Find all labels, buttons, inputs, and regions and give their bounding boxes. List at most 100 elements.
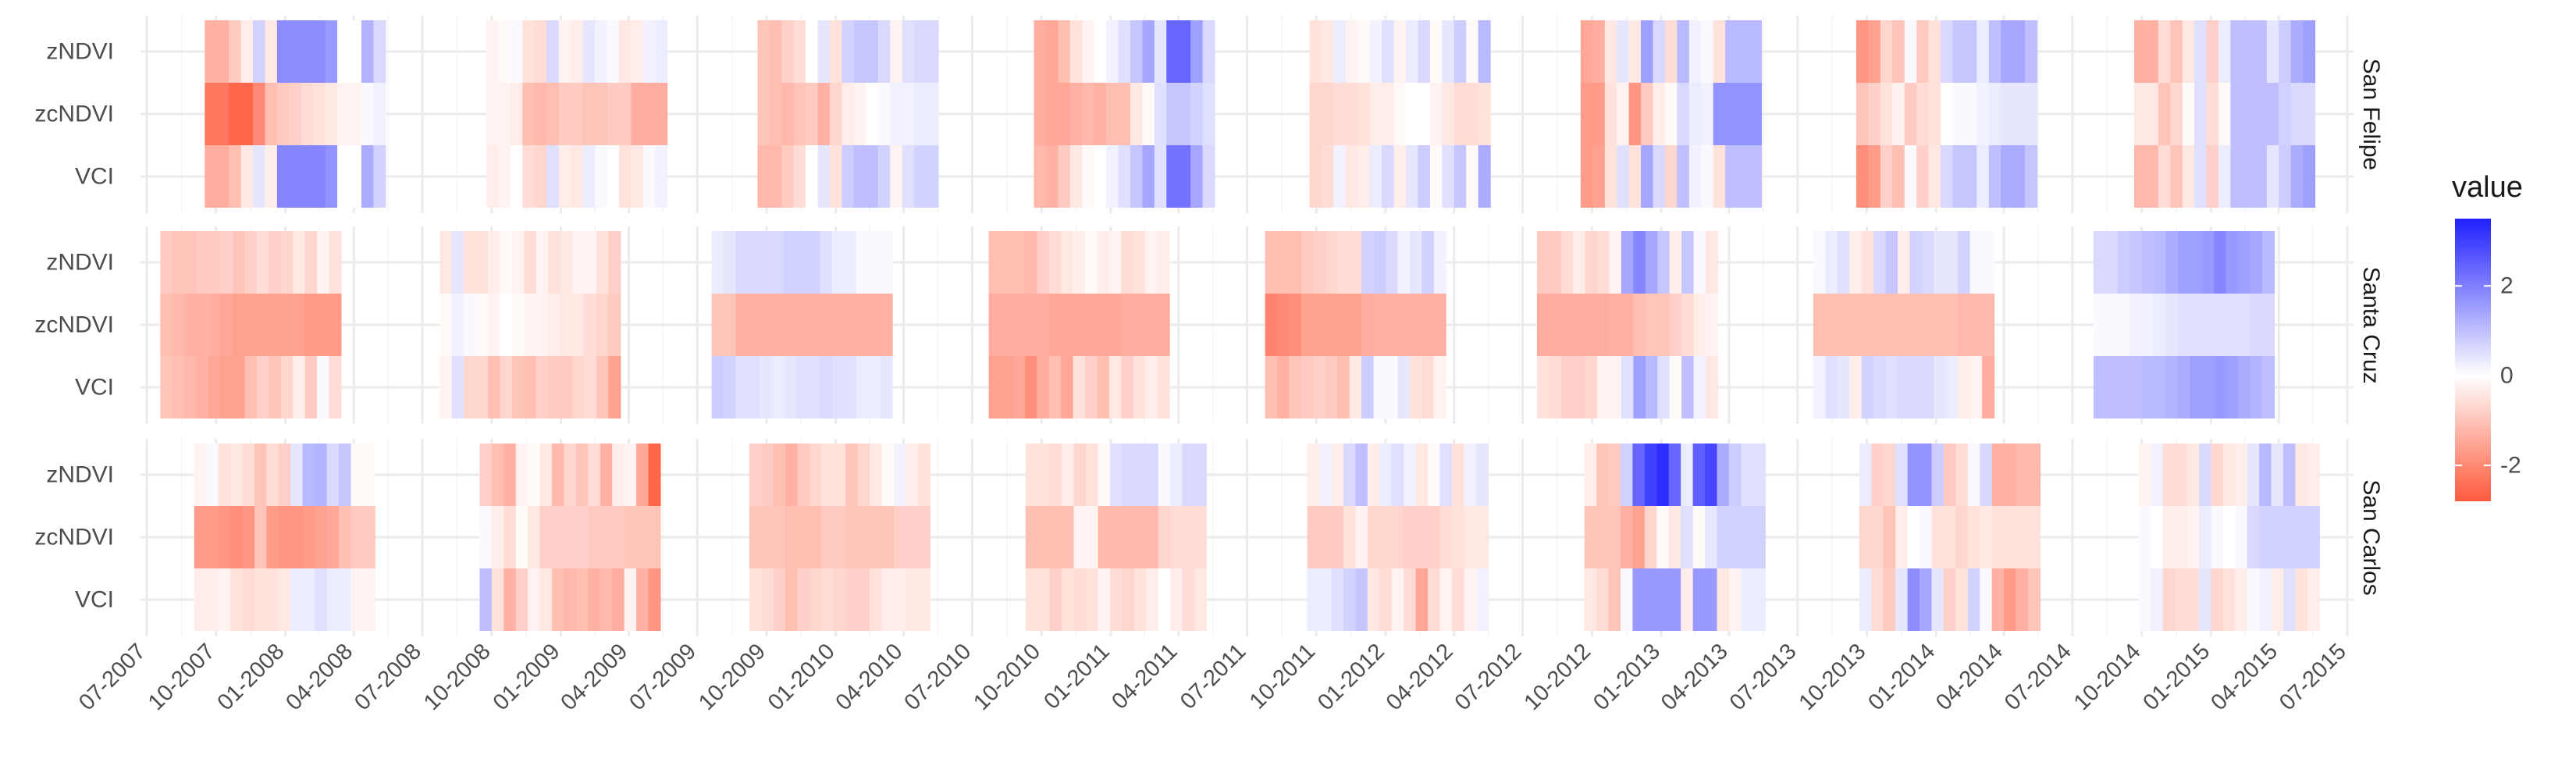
heat-cell: [326, 568, 340, 631]
heat-cell: [558, 83, 571, 145]
heat-cell: [749, 443, 762, 506]
heat-cell: [1142, 20, 1155, 83]
heat-cell: [2250, 294, 2263, 356]
heat-cell: [612, 568, 625, 631]
heat-cell: [582, 145, 596, 208]
heat-cell: [1451, 443, 1464, 506]
heat-cell: [1880, 20, 1893, 83]
heat-cell: [486, 83, 500, 145]
heat-cell: [1322, 145, 1335, 208]
heat-cell: [711, 231, 724, 294]
heat-cell: [1706, 231, 1719, 294]
heat-cell: [290, 443, 304, 506]
heat-cell: [1668, 443, 1681, 506]
heat-cell: [2151, 568, 2164, 631]
heat-cell: [1871, 506, 1884, 568]
heat-cell: [1596, 506, 1610, 568]
heat-cell: [1037, 443, 1051, 506]
heat-cell: [1596, 568, 1610, 631]
heat-cell: [1133, 294, 1146, 356]
heat-cell: [2247, 443, 2260, 506]
heat-cell: [362, 568, 375, 631]
heat-cell: [253, 20, 266, 83]
heat-cell: [1325, 231, 1338, 294]
heat-cell: [2211, 443, 2224, 506]
heat-cell: [1991, 506, 2005, 568]
heat-cell: [571, 145, 584, 208]
heat-cell: [1349, 294, 1362, 356]
heat-cell: [781, 83, 795, 145]
heat-cell: [1752, 568, 1766, 631]
heat-cell: [1382, 83, 1395, 145]
heat-cell: [1082, 83, 1095, 145]
heat-cell: [1094, 145, 1107, 208]
heat-cell: [276, 20, 290, 83]
heat-cell: [1158, 568, 1171, 631]
heat-cell: [1916, 83, 1930, 145]
heat-cell: [612, 443, 625, 506]
heat-cell: [301, 20, 314, 83]
heat-cell: [535, 356, 549, 419]
heat-cell: [2226, 356, 2239, 419]
heat-cell: [2133, 83, 2147, 145]
heat-cell: [1928, 20, 1941, 83]
heat-cell: [1952, 83, 1966, 145]
heat-cell: [2138, 443, 2151, 506]
heat-cell: [584, 294, 597, 356]
heat-cell: [1681, 568, 1694, 631]
heat-cell: [1333, 145, 1347, 208]
heat-cell: [1049, 443, 1062, 506]
heat-cell: [304, 231, 318, 294]
heat-cell: [784, 231, 797, 294]
heat-cell: [2214, 231, 2227, 294]
heat-cell: [1837, 294, 1850, 356]
heat-cell: [1345, 145, 1358, 208]
heat-cell: [2295, 568, 2308, 631]
legend-title: value: [2452, 171, 2523, 204]
heat-cell: [208, 231, 222, 294]
heat-cell: [2242, 145, 2255, 208]
heat-cell: [1952, 20, 1966, 83]
heat-cell: [853, 20, 866, 83]
heat-cell: [160, 231, 173, 294]
heat-cell: [1934, 356, 1947, 419]
heat-cell: [724, 231, 737, 294]
heat-cell: [548, 294, 561, 356]
heat-cell: [1025, 506, 1038, 568]
heat-cell: [1916, 145, 1930, 208]
heat-cell: [1967, 568, 1980, 631]
heat-cell: [1130, 20, 1143, 83]
heat-cell: [833, 506, 846, 568]
heat-cell: [1931, 506, 1944, 568]
heat-cell: [362, 443, 375, 506]
heat-cell: [2117, 294, 2130, 356]
heat-cell: [575, 506, 589, 568]
heat-cell: [2307, 443, 2320, 506]
heat-cell: [479, 506, 493, 568]
heat-cell: [1322, 83, 1335, 145]
heat-cell: [914, 20, 927, 83]
heat-cell: [2154, 231, 2167, 294]
heat-cell: [1037, 568, 1051, 631]
heat-cell: [1391, 443, 1404, 506]
heat-cell: [1333, 83, 1347, 145]
heat-cell: [1883, 506, 1896, 568]
heat-cell: [1898, 294, 1911, 356]
heat-cell: [1466, 83, 1479, 145]
heat-cell: [1837, 231, 1850, 294]
heat-cell: [280, 356, 294, 419]
heat-cell: [2238, 231, 2251, 294]
heat-cell: [511, 294, 525, 356]
heat-cell: [1921, 294, 1934, 356]
heat-cell: [1931, 568, 1944, 631]
heat-cell: [1307, 443, 1320, 506]
heat-cell: [1154, 20, 1167, 83]
heat-cell: [809, 443, 823, 506]
heat-cell: [2004, 506, 2017, 568]
heat-cell: [1585, 356, 1598, 419]
heat-cell: [1825, 356, 1838, 419]
heat-cell: [1969, 356, 1983, 419]
heat-cell: [1749, 145, 1763, 208]
heat-cell: [1397, 356, 1411, 419]
heat-cell: [361, 145, 374, 208]
